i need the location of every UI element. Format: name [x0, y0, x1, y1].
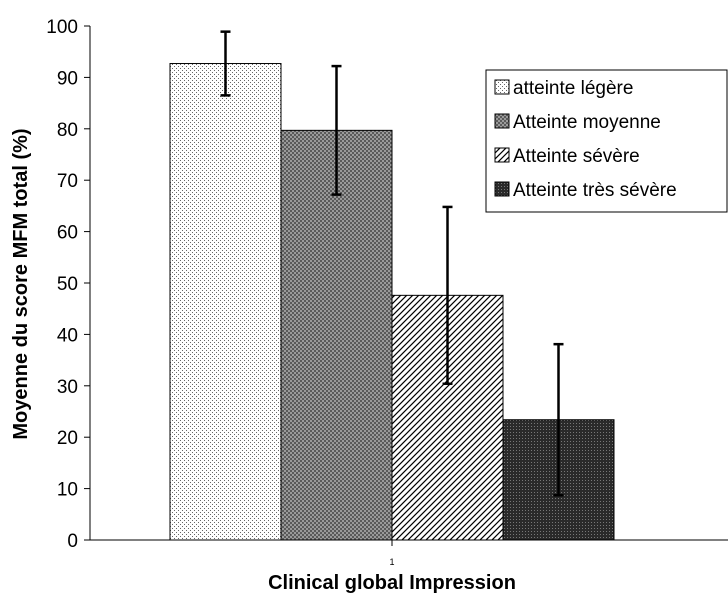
x-axis: 1 [90, 539, 728, 567]
x-tick-label: 1 [389, 557, 394, 567]
legend-box [485, 69, 728, 213]
y-tick-label: 50 [57, 274, 78, 295]
y-tick-label: 0 [67, 531, 78, 552]
x-axis-title: Clinical global Impression [268, 572, 516, 594]
legend-label: Atteinte sévère [513, 146, 640, 167]
legend: atteinte légère Atteinte moyenne Atteinte … [485, 69, 728, 213]
y-axis-title: Moyenne du score MFM total (%) [10, 128, 32, 439]
y-tick-label: 10 [57, 480, 78, 501]
legend-swatch [494, 147, 510, 163]
legend-swatch [494, 79, 510, 95]
y-tick-label: 20 [57, 428, 78, 449]
y-tick-label: 30 [57, 377, 78, 398]
y-axis: 0 10 20 30 40 50 60 70 80 90 100 [46, 17, 91, 552]
legend-swatch [494, 181, 510, 197]
y-tick-label: 90 [57, 68, 78, 89]
legend-label: atteinte légère [513, 78, 633, 99]
bar [280, 129, 393, 541]
error-bars [220, 30, 564, 497]
y-tick-label: 80 [57, 120, 78, 141]
y-tick-label: 60 [57, 223, 78, 244]
y-tick-label: 70 [57, 171, 78, 192]
legend-label: Atteinte très sévère [513, 180, 677, 201]
y-tick-label: 40 [57, 325, 78, 346]
y-tick-label: 100 [46, 17, 78, 38]
legend-label: Atteinte moyenne [513, 112, 661, 133]
bar [169, 63, 282, 541]
legend-swatch [494, 113, 510, 129]
